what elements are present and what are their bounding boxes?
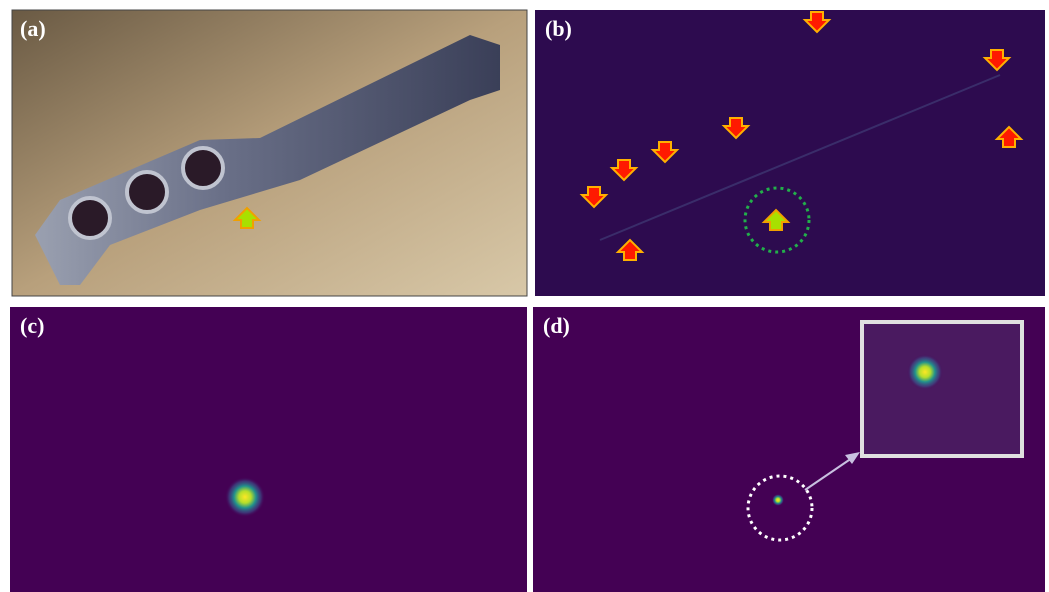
panel-label: (c) [20, 313, 44, 338]
panel-label: (a) [20, 16, 46, 41]
panel-label: (b) [545, 16, 572, 41]
map-background [535, 10, 1045, 296]
vent [70, 198, 110, 238]
inset-peak [907, 354, 943, 390]
map-background [10, 307, 527, 592]
peak [772, 494, 784, 506]
vent [127, 172, 167, 212]
inset [862, 322, 1022, 456]
panel-label: (d) [543, 313, 570, 338]
peak [225, 477, 265, 517]
figure: (a) (b) (c) (d) [0, 0, 1049, 592]
vent [183, 148, 223, 188]
